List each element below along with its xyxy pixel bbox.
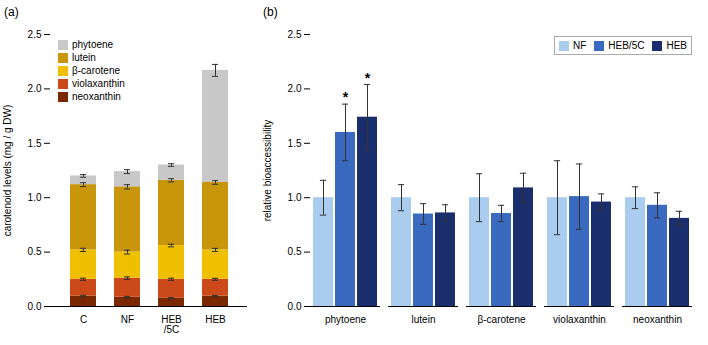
html-text:violaxanthin: violaxanthin (72, 78, 125, 89)
svg-text:1.5: 1.5 (288, 138, 302, 149)
html-text:neoxanthin: neoxanthin (72, 91, 121, 102)
html-text:(a): (a) (4, 5, 19, 19)
svg-text:1.5: 1.5 (28, 138, 42, 149)
svg-text:2.5: 2.5 (28, 29, 42, 40)
svg-text:β-carotene: β-carotene (478, 314, 526, 325)
svg-text:0.5: 0.5 (288, 246, 302, 257)
html-text:HEB: HEB (666, 40, 687, 51)
html-text:HEB/5C: HEB/5C (608, 40, 645, 51)
svg-text:lutein: lutein (412, 314, 436, 325)
html-text:lutein: lutein (72, 52, 96, 63)
svg-text:carotenoid levels (mg / g DW): carotenoid levels (mg / g DW) (2, 105, 13, 237)
svg-text:2.0: 2.0 (28, 83, 42, 94)
svg-text:NF: NF (121, 314, 134, 325)
svg-text:0.0: 0.0 (28, 301, 42, 312)
svg-text:C: C (80, 314, 87, 325)
svg-text:0.5: 0.5 (28, 246, 42, 257)
svg-text:relative bioaccessibility: relative bioaccessibility (262, 120, 273, 222)
svg-text:1.0: 1.0 (28, 192, 42, 203)
html-text:(b): (b) (263, 5, 278, 19)
svg-text:1.0: 1.0 (288, 192, 302, 203)
svg-text:0.0: 0.0 (288, 301, 302, 312)
html-text:phytoene: phytoene (72, 39, 114, 50)
svg-text:*: * (343, 89, 349, 105)
svg-text:phytoene: phytoene (325, 314, 367, 325)
svg-text:HEB: HEB (205, 314, 226, 325)
svg-text:2.5: 2.5 (288, 29, 302, 40)
svg-text:neoxanthin: neoxanthin (633, 314, 682, 325)
svg-text:2.0: 2.0 (288, 83, 302, 94)
svg-text:*: * (365, 70, 371, 86)
svg-text:violaxanthin: violaxanthin (553, 314, 606, 325)
html-text:β-carotene: β-carotene (72, 65, 120, 76)
svg-text:HEB/5C: HEB/5C (161, 314, 182, 335)
html-text:NF: NF (573, 40, 587, 51)
